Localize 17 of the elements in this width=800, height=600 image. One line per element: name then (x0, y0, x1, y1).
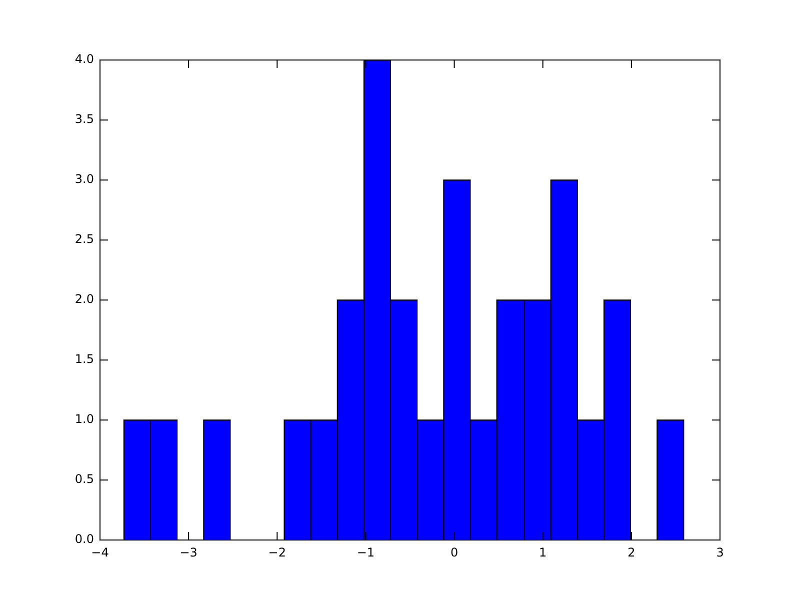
y-tick-label: 1.5 (74, 352, 94, 366)
x-tick-label: −4 (91, 545, 109, 560)
y-tick-label: 1.0 (74, 412, 94, 426)
x-tick-label: −2 (268, 545, 286, 560)
y-tick-label: 0.0 (74, 532, 94, 546)
x-tick-label: 3 (716, 545, 724, 560)
y-tick-label: 2.5 (74, 232, 94, 246)
y-tick-label: 0.5 (74, 472, 94, 486)
y-tick-label: 3.0 (74, 172, 94, 186)
x-tick-label: −3 (180, 545, 198, 560)
x-tick-label: 1 (539, 545, 547, 560)
x-tick-label: −1 (356, 545, 375, 560)
x-tick-label: 2 (628, 545, 636, 560)
x-tick-label: 0 (450, 545, 458, 560)
y-tick-label: 4.0 (74, 52, 94, 66)
y-tick-label: 2.0 (74, 292, 94, 306)
y-tick-label: 3.5 (74, 112, 94, 126)
